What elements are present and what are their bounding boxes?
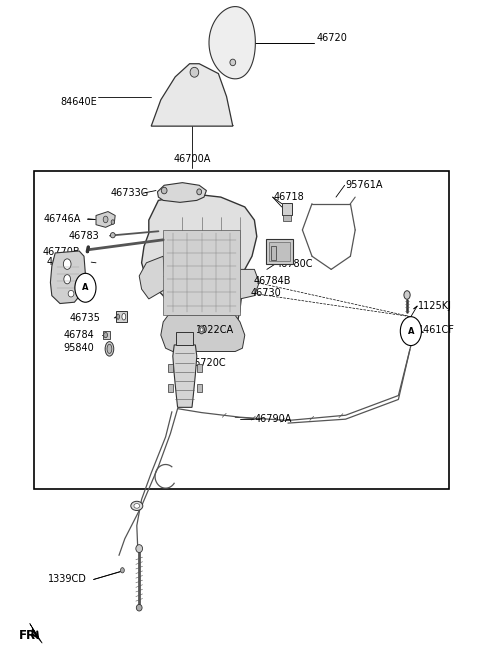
Text: 46783: 46783 (69, 231, 99, 241)
Bar (271, 246, 276, 260)
Ellipse shape (161, 187, 167, 194)
Text: 46784B: 46784B (253, 276, 291, 286)
Ellipse shape (136, 545, 143, 553)
Circle shape (400, 317, 421, 346)
Text: 46733G: 46733G (110, 188, 149, 198)
Polygon shape (157, 183, 206, 202)
Text: 46700A: 46700A (173, 154, 211, 164)
Polygon shape (163, 230, 240, 315)
Ellipse shape (68, 290, 74, 297)
Ellipse shape (417, 328, 421, 334)
Bar (266, 239, 293, 264)
Bar (197, 384, 202, 392)
Text: 1022CA: 1022CA (196, 325, 234, 335)
Ellipse shape (134, 503, 140, 509)
Ellipse shape (122, 313, 126, 320)
Polygon shape (176, 332, 193, 345)
Text: A: A (82, 283, 89, 292)
Text: FR.: FR. (19, 629, 41, 642)
Ellipse shape (197, 189, 202, 195)
Bar (103, 331, 110, 339)
Text: 46720: 46720 (317, 33, 348, 43)
Ellipse shape (64, 275, 71, 284)
Ellipse shape (117, 314, 120, 319)
Text: 46770B: 46770B (42, 246, 80, 257)
Bar (34, 171, 449, 489)
Ellipse shape (104, 332, 108, 338)
Text: 84640E: 84640E (60, 97, 97, 107)
Text: 46730: 46730 (251, 288, 282, 298)
Ellipse shape (111, 219, 115, 225)
Bar (197, 364, 202, 372)
Ellipse shape (136, 604, 142, 611)
Text: 1339CD: 1339CD (48, 574, 87, 585)
Bar (168, 384, 173, 392)
Bar (282, 203, 292, 215)
Polygon shape (151, 64, 233, 126)
Ellipse shape (120, 568, 124, 573)
Ellipse shape (404, 290, 410, 300)
Ellipse shape (131, 501, 143, 510)
Text: 46718: 46718 (274, 192, 304, 202)
Ellipse shape (107, 344, 112, 353)
Text: A: A (408, 327, 414, 336)
Ellipse shape (199, 326, 204, 334)
Ellipse shape (63, 259, 71, 269)
Text: 46746A: 46746A (43, 214, 81, 224)
Polygon shape (96, 212, 115, 227)
Polygon shape (142, 194, 257, 325)
Text: 1125KJ: 1125KJ (418, 301, 452, 311)
Ellipse shape (200, 328, 203, 332)
Bar (168, 364, 173, 372)
Ellipse shape (230, 59, 236, 66)
Text: 1461CF: 1461CF (418, 325, 455, 335)
Polygon shape (161, 315, 245, 351)
Polygon shape (30, 623, 42, 643)
Polygon shape (235, 269, 259, 299)
Polygon shape (173, 345, 197, 407)
Ellipse shape (105, 342, 114, 356)
Bar (269, 242, 290, 261)
Ellipse shape (190, 68, 199, 78)
Ellipse shape (110, 233, 115, 238)
Circle shape (75, 273, 96, 302)
Polygon shape (139, 256, 166, 299)
Polygon shape (50, 251, 85, 304)
Text: 46720C: 46720C (189, 357, 226, 368)
Bar (283, 215, 291, 221)
Text: 46780C: 46780C (276, 259, 313, 269)
Bar (116, 311, 127, 322)
Text: 46735: 46735 (70, 313, 100, 323)
Polygon shape (209, 7, 255, 79)
Text: 46784: 46784 (64, 330, 95, 340)
Text: 46790A: 46790A (254, 413, 292, 424)
Text: 95761A: 95761A (346, 180, 383, 191)
Text: 46781A: 46781A (46, 257, 84, 267)
Ellipse shape (103, 216, 108, 223)
Text: 95840: 95840 (64, 343, 95, 353)
